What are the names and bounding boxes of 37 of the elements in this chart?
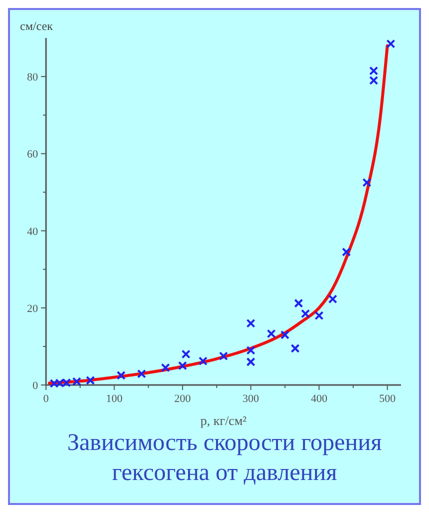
point bbox=[280, 330, 290, 340]
x-tick-label: 300 bbox=[242, 393, 260, 405]
x-tick-label: 200 bbox=[174, 393, 192, 405]
point bbox=[137, 369, 146, 378]
x-axis-title: p, кг/см² bbox=[200, 413, 247, 428]
point bbox=[328, 294, 338, 304]
y-axis-title: см/сек bbox=[20, 19, 54, 33]
text: Зависимость скорости горения гексогена от давления bbox=[67, 430, 382, 486]
point bbox=[294, 298, 304, 308]
point bbox=[369, 66, 378, 76]
point bbox=[342, 247, 351, 256]
point bbox=[386, 39, 396, 48]
point bbox=[246, 357, 256, 366]
point bbox=[219, 352, 228, 361]
x-tick-label: 0 bbox=[43, 393, 50, 405]
point bbox=[246, 346, 256, 355]
point bbox=[116, 370, 126, 380]
point bbox=[160, 363, 170, 372]
point bbox=[314, 311, 324, 320]
point bbox=[181, 350, 190, 359]
point bbox=[86, 376, 95, 385]
x-tick-label: 100 bbox=[106, 393, 124, 405]
point bbox=[369, 76, 378, 85]
y-tick-label: 60 bbox=[27, 148, 38, 161]
point bbox=[246, 318, 256, 328]
x-tick-label: 500 bbox=[379, 393, 396, 405]
point bbox=[266, 329, 276, 338]
point bbox=[300, 309, 310, 318]
point bbox=[178, 361, 188, 370]
y-tick-label: 40 bbox=[27, 226, 38, 238]
point bbox=[290, 344, 300, 353]
x-tick-label: 400 bbox=[310, 393, 328, 405]
point bbox=[362, 178, 372, 188]
y-tick-label: 80 bbox=[27, 72, 38, 84]
point bbox=[198, 356, 208, 366]
y-tick-label: 0 bbox=[32, 380, 38, 392]
y-tick-label: 20 bbox=[27, 302, 38, 315]
